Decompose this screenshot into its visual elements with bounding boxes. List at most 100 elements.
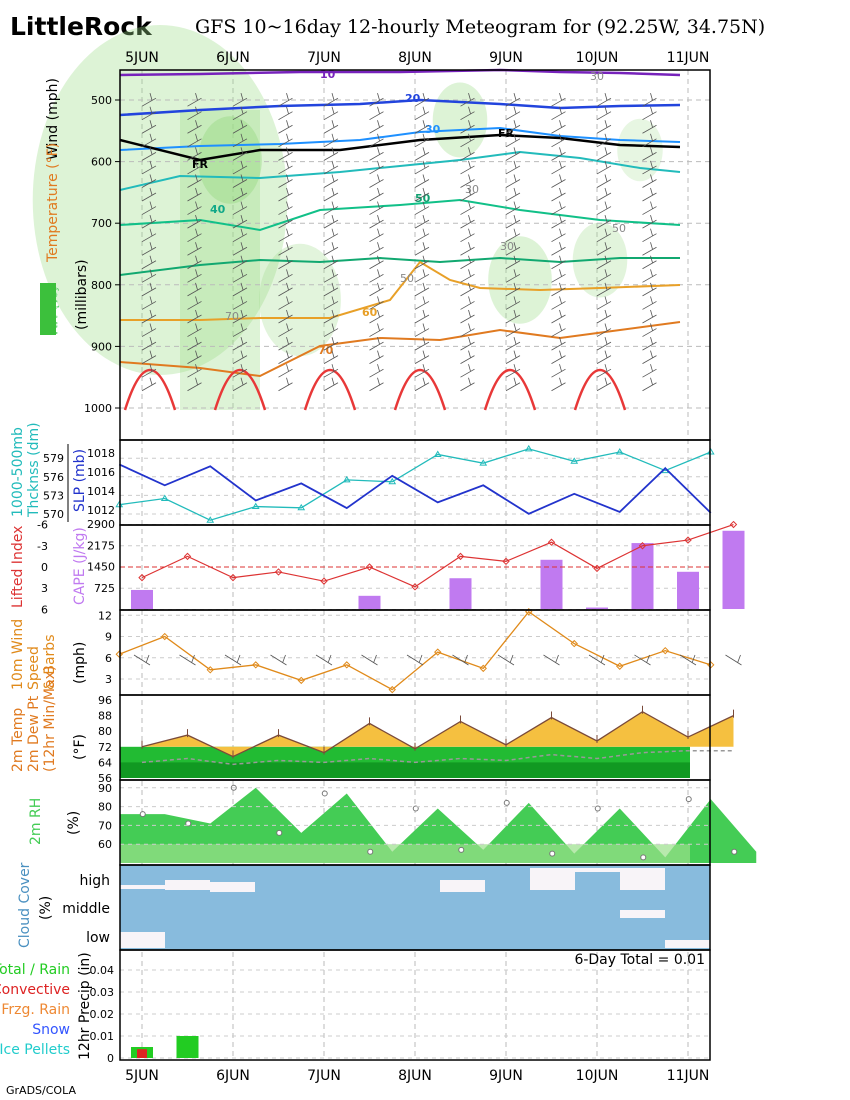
wind-barb bbox=[141, 323, 157, 337]
wind-barb bbox=[323, 309, 339, 324]
wind-barb bbox=[414, 215, 430, 229]
wind-barb bbox=[232, 282, 248, 297]
cape-axis-label: CAPE (J/kg) bbox=[72, 527, 88, 605]
wind-barb bbox=[460, 228, 475, 243]
wind-barb bbox=[278, 215, 293, 229]
date-label-bottom: 11JUN bbox=[667, 1068, 710, 1084]
freezing-level-label: FR bbox=[192, 158, 209, 171]
wind-barb bbox=[414, 377, 430, 392]
wind-speed-line bbox=[119, 610, 711, 691]
wind-barb bbox=[596, 215, 612, 229]
wind-barb bbox=[588, 654, 606, 666]
wind-barb bbox=[187, 336, 202, 351]
cloud-axis-label: Cloud Cover bbox=[17, 862, 33, 948]
thickness-point bbox=[524, 444, 533, 452]
wind-barb bbox=[141, 377, 157, 392]
wind-barb bbox=[596, 336, 612, 351]
cloud-clear-cell bbox=[665, 940, 710, 948]
wind-barb bbox=[232, 201, 248, 215]
wind-speed-point bbox=[616, 662, 624, 670]
rh-point bbox=[640, 854, 647, 861]
precip-total-bar bbox=[176, 1036, 199, 1058]
wind-barb bbox=[369, 187, 384, 202]
thickness-line bbox=[119, 448, 711, 521]
cloud-panel: high middle low Cloud Cover (%) bbox=[17, 862, 710, 950]
wind-barb bbox=[642, 133, 657, 148]
cloud-clear-cell bbox=[120, 885, 165, 889]
wind-barb bbox=[414, 120, 430, 134]
wind-barb bbox=[551, 377, 566, 392]
wind-barb bbox=[551, 228, 566, 243]
precip-tick-label: 0.02 bbox=[90, 1008, 115, 1021]
wind-barb bbox=[187, 377, 202, 392]
wind-barb bbox=[505, 187, 521, 202]
wind-barb bbox=[232, 336, 248, 351]
date-label-top: 9JUN bbox=[489, 50, 523, 66]
isotach-label: 30 bbox=[425, 123, 441, 136]
cloud-clear-cell bbox=[210, 882, 255, 892]
wind-barb bbox=[642, 242, 657, 256]
wind-barb bbox=[133, 654, 151, 666]
isotherm-80 bbox=[303, 368, 357, 411]
thickness-point bbox=[570, 457, 579, 464]
chart-title: GFS 10~16day 12-hourly Meteogram for (92… bbox=[195, 16, 765, 38]
wind-barb bbox=[323, 106, 339, 121]
precip-tick-label: 0.04 bbox=[90, 964, 115, 977]
wind-axis-label: 10m Wind bbox=[10, 619, 26, 690]
temp-axis-label: (12hr Min/Max) bbox=[42, 666, 58, 772]
wind-barb bbox=[460, 323, 475, 337]
wind-barb bbox=[414, 187, 430, 202]
rh-point bbox=[321, 790, 328, 797]
wind-barb bbox=[505, 228, 521, 243]
wind-barb bbox=[460, 133, 475, 148]
wind-barb bbox=[505, 350, 521, 364]
wind-speed-point bbox=[252, 661, 260, 669]
li-point bbox=[638, 542, 647, 550]
wind-barb bbox=[323, 242, 339, 256]
cloud-clear-cell bbox=[165, 880, 210, 890]
rh-point bbox=[685, 796, 692, 803]
cape-bar bbox=[586, 607, 608, 609]
wind-barb bbox=[187, 309, 202, 324]
wind-barb bbox=[232, 187, 248, 202]
wind-barb bbox=[414, 201, 430, 215]
wind-tick-label: 9 bbox=[105, 631, 112, 644]
wind-barb bbox=[551, 174, 566, 188]
wind-barb bbox=[596, 174, 612, 188]
wind-barb bbox=[642, 377, 657, 392]
rh-axis-label: 2m RH bbox=[28, 798, 44, 845]
wind-barb bbox=[460, 364, 475, 378]
wind-speed-point bbox=[206, 666, 214, 674]
slp-tick-label: 1016 bbox=[87, 466, 115, 479]
wind-barb bbox=[414, 93, 430, 107]
thickness-point bbox=[433, 450, 442, 457]
thickness-point bbox=[206, 516, 215, 523]
wind-barb bbox=[452, 654, 469, 666]
wind-barb bbox=[551, 336, 566, 351]
isotherm-80 bbox=[213, 368, 267, 411]
isotherm-70 bbox=[119, 321, 681, 378]
wind-barb bbox=[323, 133, 339, 148]
wind-barb bbox=[505, 174, 521, 188]
wind-barb bbox=[232, 147, 248, 161]
cape-tick-label: 1450 bbox=[87, 561, 115, 574]
wind-barb bbox=[369, 377, 384, 392]
wind-barb bbox=[187, 228, 202, 243]
wind-barb bbox=[232, 120, 248, 134]
rh-unit-label: (%) bbox=[66, 811, 82, 835]
wind-barb bbox=[278, 187, 293, 202]
precip-total-text: 6-Day Total = 0.01 bbox=[574, 952, 705, 968]
wind-barb bbox=[505, 282, 521, 297]
temp-tick-label: 80 bbox=[98, 725, 112, 738]
cape-bar bbox=[131, 589, 153, 609]
wind-barb bbox=[642, 93, 657, 107]
wind-barb bbox=[642, 120, 657, 134]
wind-barb bbox=[414, 147, 430, 161]
wind-barb bbox=[679, 654, 697, 666]
slp-tick-label: 1014 bbox=[87, 485, 115, 498]
li-axis-label: Lifted Index bbox=[10, 526, 26, 608]
wind-barb bbox=[460, 106, 475, 121]
wind-barb bbox=[642, 269, 657, 283]
wind-barb bbox=[596, 255, 612, 270]
temp-unit-label: (°F) bbox=[72, 734, 88, 760]
